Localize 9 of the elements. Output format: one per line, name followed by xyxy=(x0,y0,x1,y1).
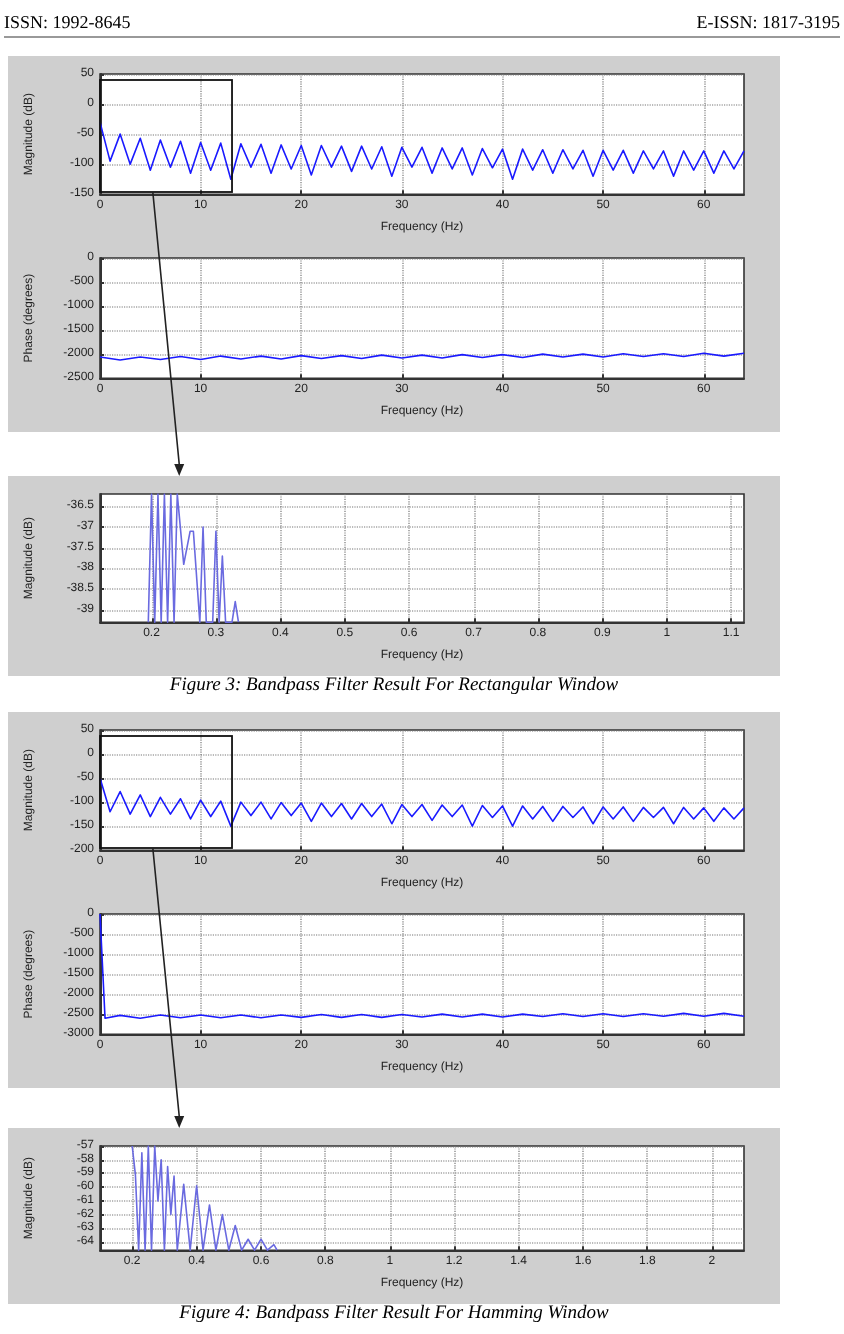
line-series xyxy=(99,913,745,1019)
line-series xyxy=(99,121,745,180)
line-series xyxy=(131,1145,278,1251)
caption: Figure 4: Bandpass Filter Result For Hamming Window xyxy=(177,1304,611,1324)
line-series xyxy=(147,493,240,623)
text: ISSN: 1992-8645 xyxy=(4,12,131,32)
text: E-ISSN: 1817-3195 xyxy=(696,12,840,32)
line-series xyxy=(99,777,745,827)
caption: Figure 3: Bandpass Filter Result For Rectangular Window xyxy=(167,676,621,696)
